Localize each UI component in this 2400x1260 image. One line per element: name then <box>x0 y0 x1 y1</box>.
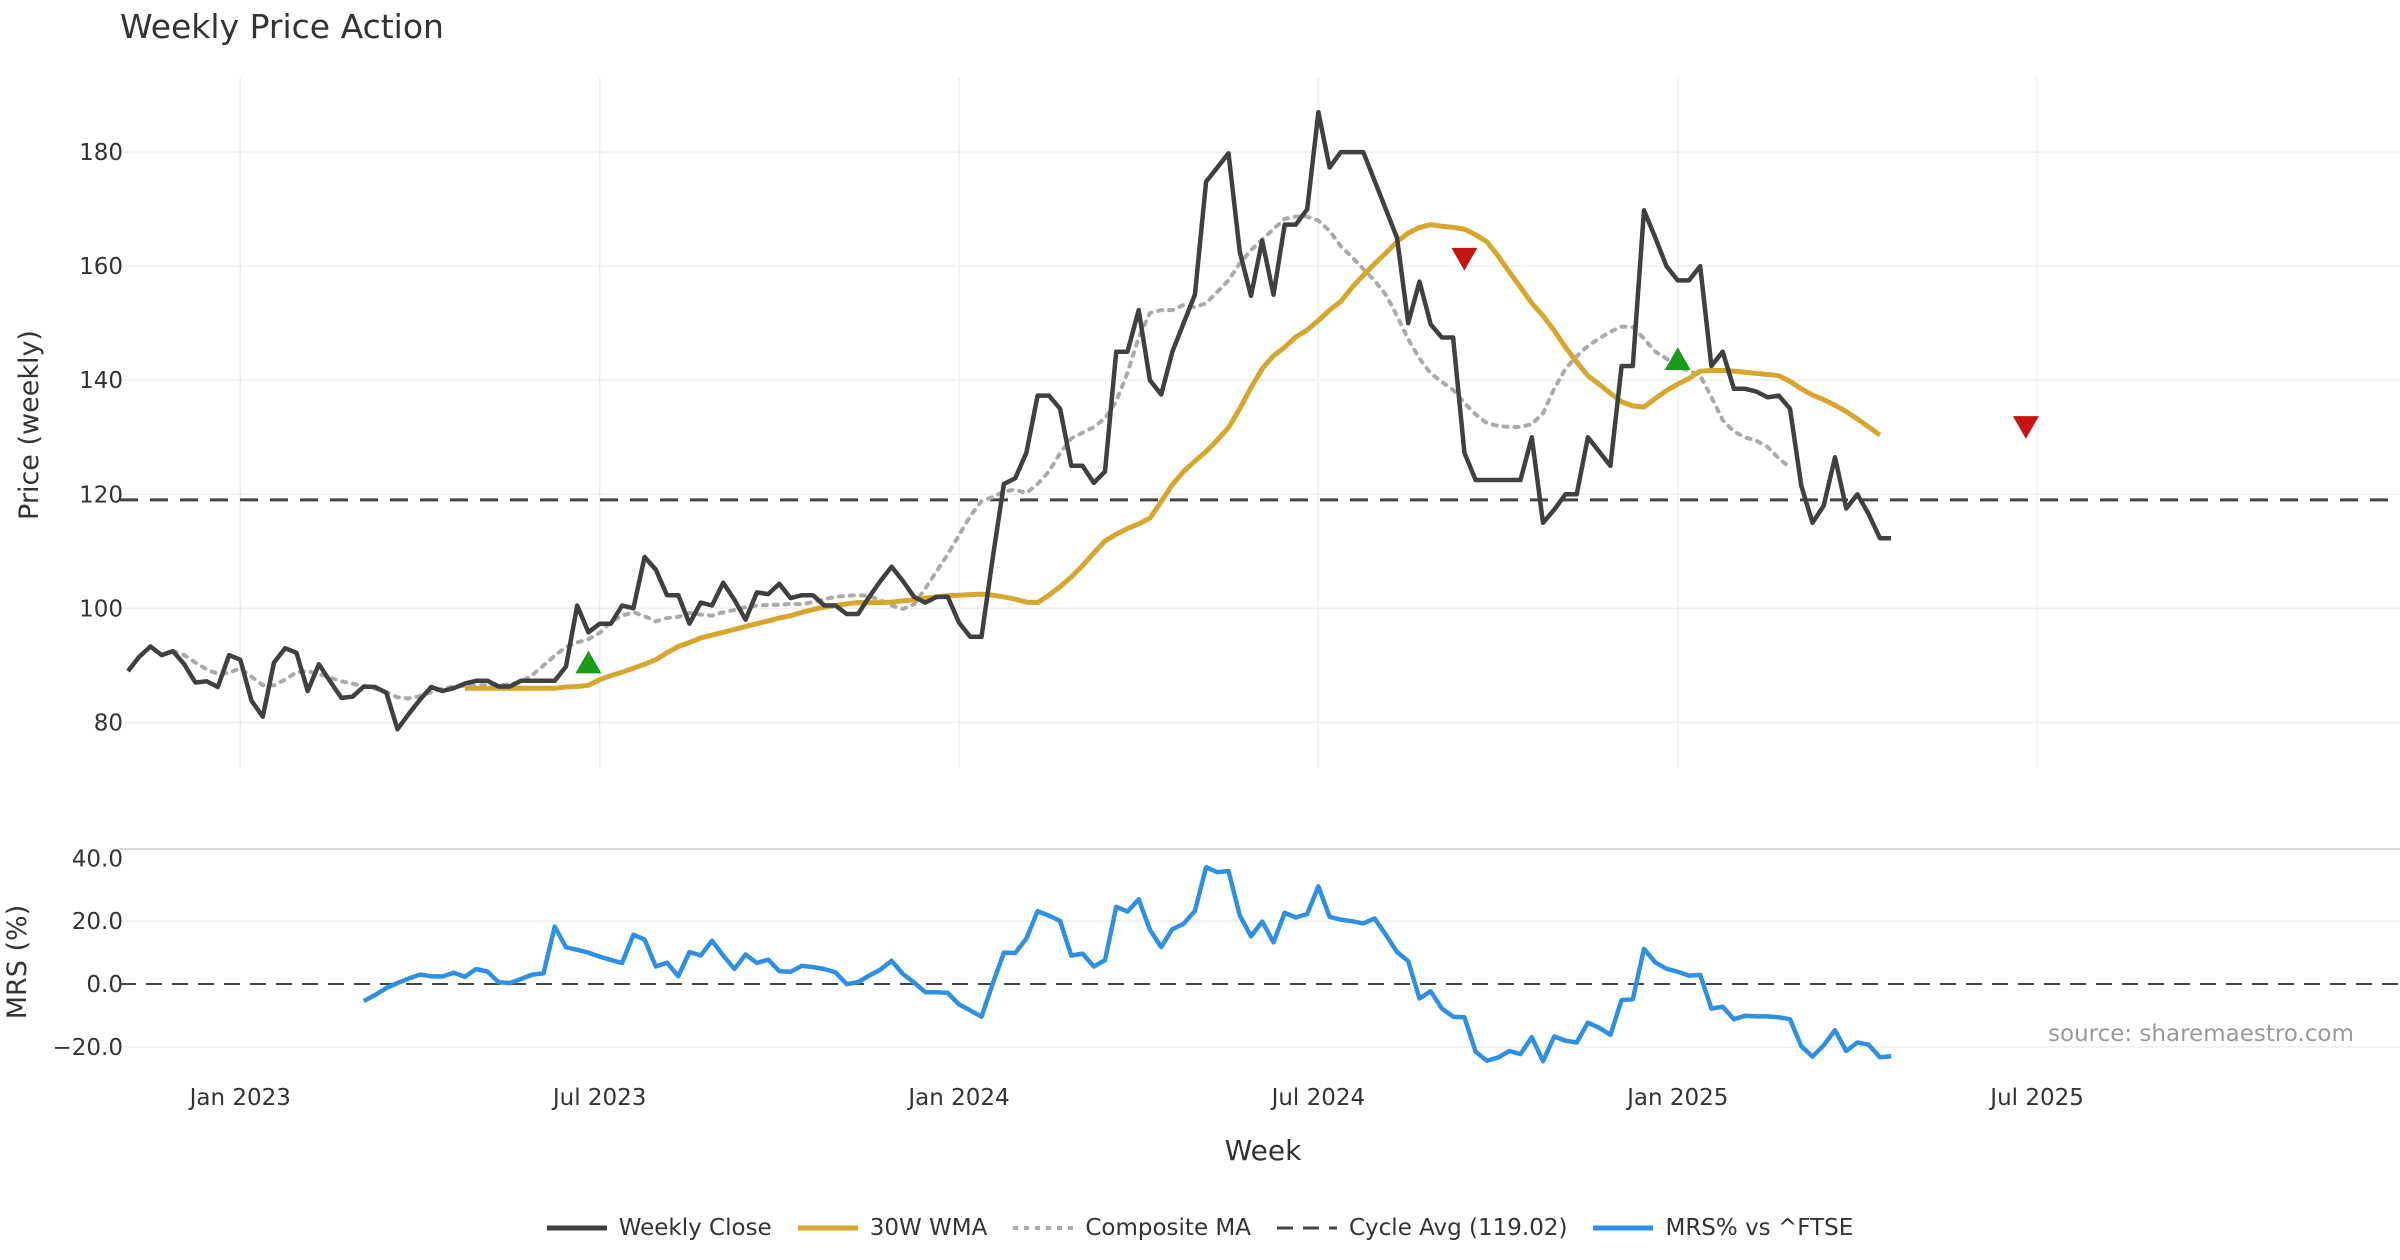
legend-swatch-30w-wma <box>797 1225 858 1231</box>
legend-composite-ma: Composite MA <box>1013 1215 1251 1241</box>
x-tick-label-3: Jul 2024 <box>1270 1085 1366 1111</box>
marker-sell-1 <box>1451 247 1478 271</box>
marker-buy-2 <box>1664 347 1691 371</box>
legend-label-30w-wma: 30W WMA <box>869 1215 988 1241</box>
x-tick-label-4: Jan 2025 <box>1625 1085 1728 1111</box>
marker-sell-3 <box>2012 416 2039 439</box>
price-ytick-120: 120 <box>79 482 123 508</box>
chart-title: Weekly Price Action <box>120 7 444 46</box>
legend-cycle-avg: Cycle Avg (119.02) <box>1276 1215 1568 1241</box>
legend-swatch-cycle-avg <box>1276 1226 1337 1230</box>
x-tick-label-0: Jan 2023 <box>188 1085 291 1111</box>
mrs-ytick-2: 0.0 <box>86 972 123 998</box>
legend-mrs: MRS% vs ^FTSE <box>1593 1215 1853 1241</box>
price-panel: 80 100 120 140 160 180 <box>79 78 2400 768</box>
legend-swatch-weekly-close <box>546 1225 607 1231</box>
legend-swatch-composite-ma <box>1013 1226 1074 1230</box>
legend-swatch-mrs <box>1593 1225 1654 1231</box>
legend-label-mrs: MRS% vs ^FTSE <box>1665 1215 1854 1241</box>
legend-30w-wma: 30W WMA <box>797 1215 988 1241</box>
x-tick-label-2: Jan 2024 <box>906 1085 1009 1111</box>
mrs-panel: 40.0 20.0 0.0 −20.0 <box>53 846 2400 1064</box>
legend-label-composite-ma: Composite MA <box>1085 1215 1251 1241</box>
price-ytick-100: 100 <box>79 596 123 622</box>
series-weekly-close <box>126 109 1892 732</box>
legend: Weekly Close 30W WMA Composite MA Cycle … <box>0 1208 2400 1248</box>
chart-area: Weekly Price Action 80 100 120 140 160 180 Pr… <box>2 7 2400 1167</box>
mrs-y-axis-label: MRS (%) <box>2 905 33 1020</box>
price-y-axis-label: Price (weekly) <box>14 330 45 520</box>
x-tick-label-5: Jul 2025 <box>1988 1085 2084 1111</box>
series-mrs <box>362 864 1892 1064</box>
mrs-ytick-1: 20.0 <box>72 909 123 935</box>
x-tick-label-1: Jul 2023 <box>551 1085 647 1111</box>
legend-label-weekly-close: Weekly Close <box>618 1215 772 1241</box>
marker-buy-0 <box>575 650 602 674</box>
legend-weekly-close: Weekly Close <box>546 1215 772 1241</box>
x-axis-label: Week <box>1225 1134 1302 1167</box>
legend-label-cycle-avg: Cycle Avg (119.02) <box>1348 1215 1568 1241</box>
series-30w-wma <box>464 222 1882 691</box>
price-ytick-180: 180 <box>79 140 123 166</box>
source-label: source: sharemaestro.com <box>2048 1021 2354 1047</box>
price-ytick-80: 80 <box>94 710 123 736</box>
price-ytick-140: 140 <box>79 368 123 394</box>
mrs-ytick-0: 40.0 <box>72 846 123 872</box>
mrs-ytick-3: −20.0 <box>53 1035 123 1061</box>
price-ytick-160: 160 <box>79 254 123 280</box>
